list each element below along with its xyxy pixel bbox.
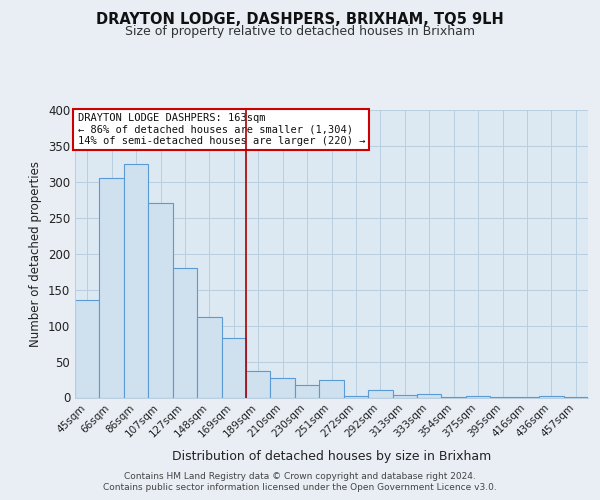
Y-axis label: Number of detached properties: Number of detached properties [29,161,43,347]
Bar [490,397,515,398]
Bar [221,338,246,398]
Bar [246,371,271,398]
Bar [197,317,221,398]
Bar [173,268,197,398]
Bar [539,396,563,398]
Text: DRAYTON LODGE DASHPERS: 163sqm
← 86% of detached houses are smaller (1,304)
14% : DRAYTON LODGE DASHPERS: 163sqm ← 86% of … [77,113,365,146]
Bar [442,397,466,398]
Bar [417,394,442,398]
X-axis label: Distribution of detached houses by size in Brixham: Distribution of detached houses by size … [172,450,491,464]
Bar [344,396,368,398]
Bar [271,378,295,398]
Text: Contains public sector information licensed under the Open Government Licence v3: Contains public sector information licen… [103,483,497,492]
Bar [100,178,124,398]
Bar [466,396,490,398]
Bar [75,300,100,398]
Bar [295,384,319,398]
Bar [563,397,588,398]
Bar [392,396,417,398]
Bar [148,204,173,398]
Bar [124,164,148,398]
Bar [515,397,539,398]
Bar [368,390,392,398]
Text: DRAYTON LODGE, DASHPERS, BRIXHAM, TQ5 9LH: DRAYTON LODGE, DASHPERS, BRIXHAM, TQ5 9L… [96,12,504,28]
Text: Contains HM Land Registry data © Crown copyright and database right 2024.: Contains HM Land Registry data © Crown c… [124,472,476,481]
Bar [319,380,344,398]
Text: Size of property relative to detached houses in Brixham: Size of property relative to detached ho… [125,25,475,38]
